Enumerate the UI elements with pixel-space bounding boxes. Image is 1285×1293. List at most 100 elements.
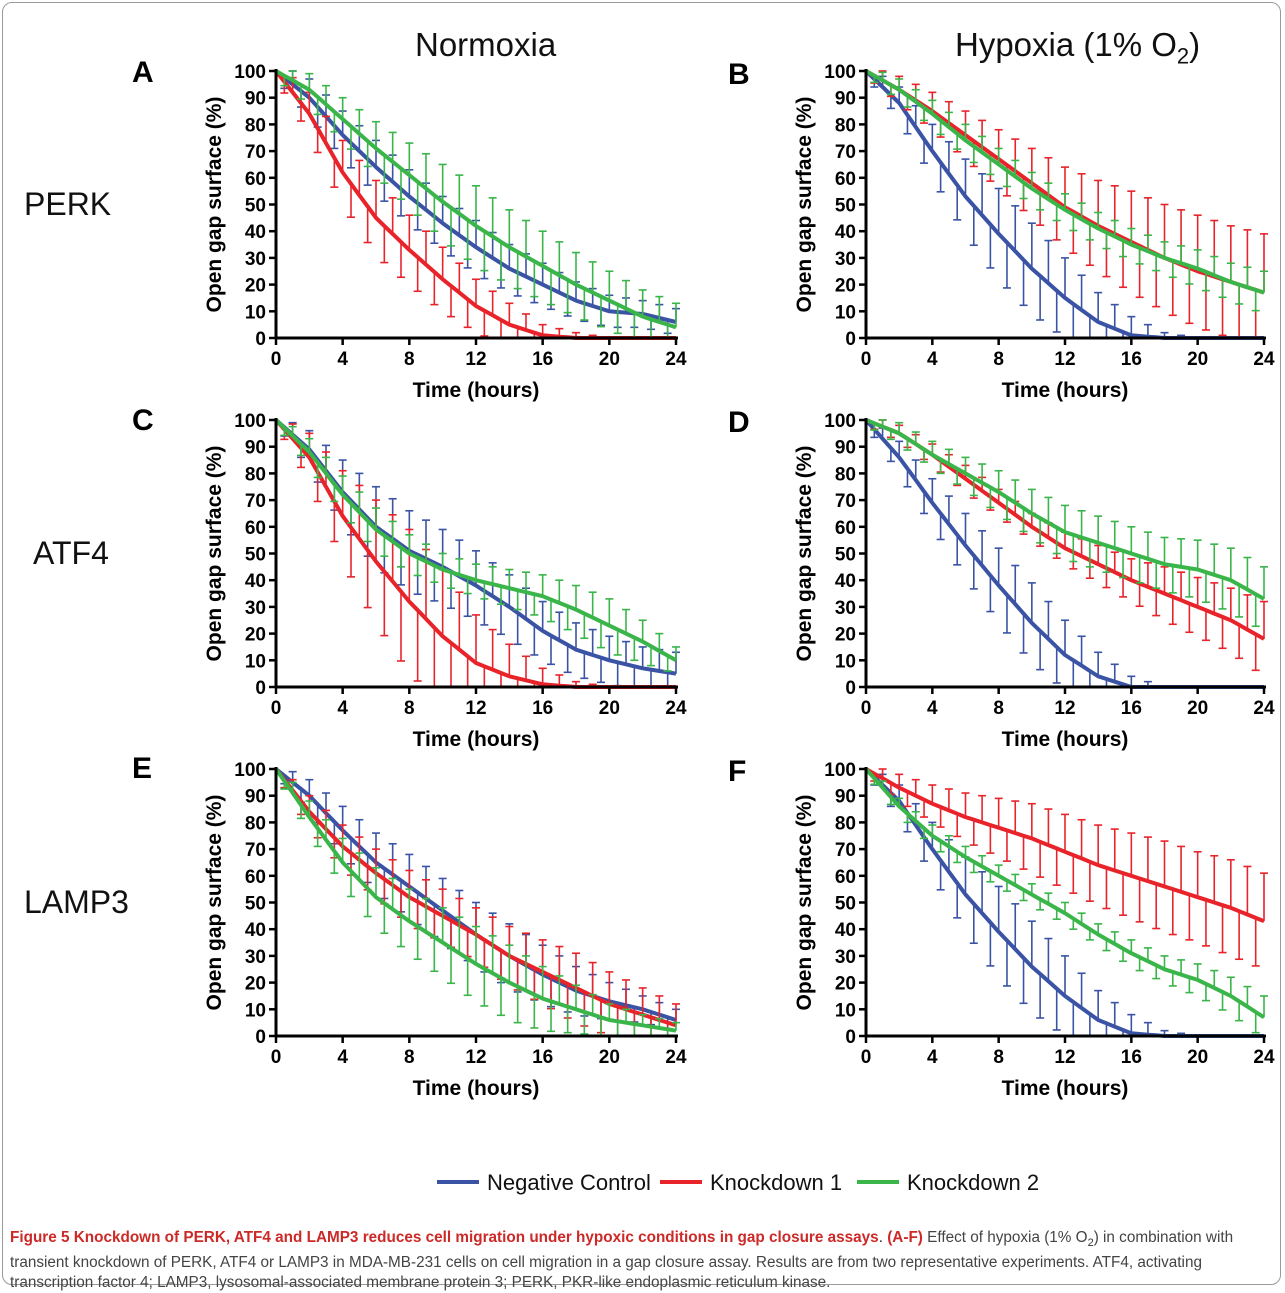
x-tick-label: 4 [927, 698, 938, 719]
x-tick-label: 24 [1253, 698, 1275, 719]
legend-item-knockdown-2: Knockdown 2 [857, 1170, 1039, 1196]
legend-item-negative-control: Negative Control [437, 1170, 651, 1196]
y-tick-label: 40 [245, 571, 266, 592]
x-tick-label: 16 [532, 349, 553, 370]
y-tick-label: 80 [835, 464, 856, 485]
y-tick-label: 40 [835, 920, 856, 941]
y-tick-label: 10 [835, 302, 856, 323]
y-tick-label: 50 [245, 196, 266, 217]
x-tick-label: 4 [927, 1047, 938, 1068]
x-axis-title: Time (hours) [1002, 379, 1129, 402]
y-tick-label: 80 [245, 464, 266, 485]
y-tick-label: 10 [835, 651, 856, 672]
y-tick-label: 60 [245, 867, 266, 888]
x-tick-label: 8 [404, 349, 415, 370]
x-tick-label: 12 [465, 1047, 486, 1068]
y-tick-label: 10 [835, 1000, 856, 1021]
panel-b: 0 10 20 30 40 50 60 70 80 90 100 0 4 8 12 16 20 24 Time (h… [793, 62, 1275, 402]
column-title-hypoxia: Hypoxia (1% O2) [955, 26, 1201, 69]
x-axis-title: Time (hours) [413, 1077, 540, 1100]
x-tick-label: 8 [993, 349, 1004, 370]
series-knockdown-2 [865, 418, 1268, 628]
x-tick-label: 8 [404, 698, 415, 719]
y-tick-label: 90 [245, 787, 266, 808]
y-axis-title: Open gap surface (%) [793, 97, 816, 313]
x-tick-label: 12 [1054, 698, 1075, 719]
caption-title: Figure 5 Knockdown of PERK, ATF4 and LAM… [10, 1229, 879, 1246]
y-tick-label: 30 [245, 249, 266, 270]
y-axis-title: Open gap surface (%) [793, 795, 816, 1011]
legend-label-negative-control: Negative Control [487, 1170, 651, 1195]
series-line [274, 767, 677, 1033]
x-tick-label: 24 [665, 1047, 687, 1068]
y-tick-label: 50 [835, 894, 856, 915]
y-tick-label: 20 [835, 974, 856, 995]
y-tick-label: 60 [245, 169, 266, 190]
y-tick-label: 30 [245, 598, 266, 619]
caption-body-sub: 2 [1087, 1237, 1094, 1250]
row-label-perk: PERK [24, 186, 112, 222]
series-line [865, 69, 1265, 295]
x-tick-label: 4 [337, 349, 348, 370]
y-tick-label: 70 [245, 840, 266, 861]
series-knockdown-2 [274, 767, 680, 1037]
y-tick-label: 70 [835, 142, 856, 163]
x-tick-label: 0 [271, 698, 282, 719]
y-axis-title: Open gap surface (%) [203, 446, 226, 662]
x-tick-label: 4 [927, 349, 938, 370]
y-tick-label: 90 [245, 89, 266, 110]
x-tick-label: 16 [1121, 349, 1142, 370]
y-tick-label: 40 [835, 571, 856, 592]
caption-body-1: Effect of hypoxia (1% O [922, 1229, 1088, 1246]
x-axis-title: Time (hours) [413, 728, 540, 751]
y-tick-label: 20 [245, 276, 266, 297]
row-label-atf4: ATF4 [33, 535, 109, 571]
series-line [274, 418, 677, 663]
legend-label-knockdown-2: Knockdown 2 [907, 1170, 1040, 1195]
series-knockdown-2 [865, 69, 1268, 312]
y-tick-label: 90 [245, 438, 266, 459]
series-knockdown-2 [864, 767, 1268, 1034]
y-tick-label: 10 [245, 302, 266, 323]
series-line [274, 69, 677, 324]
x-tick-label: 8 [993, 1047, 1004, 1068]
series-knockdown-2 [275, 69, 680, 339]
y-tick-label: 20 [245, 625, 266, 646]
legend-item-knockdown-1: Knockdown 1 [660, 1170, 842, 1196]
y-tick-label: 0 [845, 678, 856, 699]
x-axis-title: Time (hours) [413, 379, 540, 402]
y-tick-label: 30 [835, 947, 856, 968]
x-tick-label: 8 [404, 1047, 415, 1068]
x-tick-label: 20 [599, 1047, 620, 1068]
series-knockdown-1 [865, 767, 1268, 967]
y-tick-label: 60 [835, 169, 856, 190]
x-tick-label: 24 [665, 349, 687, 370]
y-tick-label: 70 [835, 491, 856, 512]
x-tick-label: 0 [271, 1047, 282, 1068]
caption-body-2: ) in combination with transient knockdow… [10, 1229, 1234, 1292]
y-axis-title: Open gap surface (%) [203, 795, 226, 1011]
y-tick-label: 20 [835, 625, 856, 646]
y-tick-label: 80 [835, 115, 856, 136]
series-line [865, 767, 1265, 924]
y-tick-label: 10 [245, 651, 266, 672]
x-tick-label: 8 [993, 698, 1004, 719]
y-tick-label: 0 [255, 329, 266, 350]
y-tick-label: 0 [255, 678, 266, 699]
x-tick-label: 16 [532, 698, 553, 719]
panel-letter-f: F [728, 755, 747, 788]
legend-swatch-knockdown-2 [857, 1180, 899, 1185]
x-tick-label: 12 [465, 698, 486, 719]
series-line [275, 69, 677, 330]
y-tick-label: 50 [835, 545, 856, 566]
y-tick-label: 40 [245, 222, 266, 243]
y-tick-label: 50 [245, 545, 266, 566]
series-line [864, 767, 1266, 1019]
x-tick-label: 0 [271, 349, 282, 370]
y-tick-label: 20 [835, 276, 856, 297]
series-line [274, 767, 677, 1028]
panel-d: 0 10 20 30 40 50 60 70 80 90 100 0 4 8 12 16 20 24 Time (h… [793, 411, 1275, 751]
x-tick-label: 20 [1187, 349, 1208, 370]
y-tick-label: 90 [835, 438, 856, 459]
